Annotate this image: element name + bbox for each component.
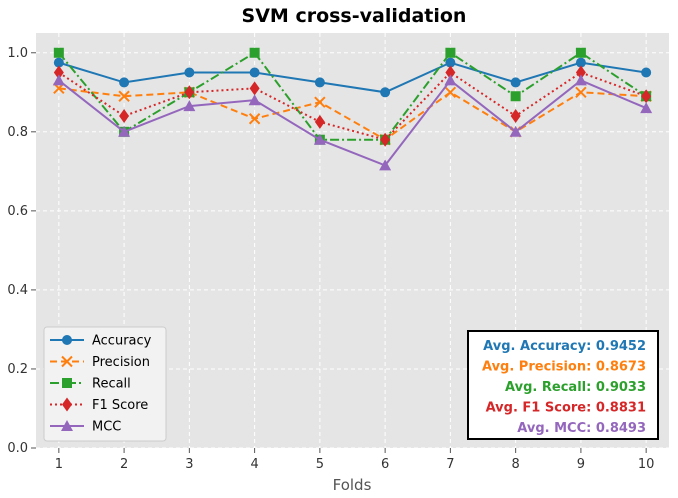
data-point-accuracy [380,87,391,98]
data-point-f1-score [53,65,64,80]
data-point-accuracy [314,77,325,88]
data-point-accuracy [575,57,586,68]
legend: Accuracy Precision Recall F1 Score MCC [43,326,167,442]
series-mcc [52,74,653,171]
data-point-accuracy [53,57,64,68]
stats-line: Avg. Precision: 0.8673 [482,360,646,375]
x-tick-label: 4 [250,457,258,472]
series-line-mcc [58,79,647,167]
data-point-mcc [313,133,326,145]
data-point-f1-score [249,81,260,96]
stats-box-frame [467,330,659,440]
x-tick-label: 2 [120,457,128,472]
legend-marker-precision [61,355,73,368]
data-point-mcc [248,94,261,106]
data-point-f1-score [184,85,195,100]
data-point-precision [444,86,457,98]
data-point-f1-score [575,65,586,80]
data-point-accuracy [249,67,260,78]
series-f1-score [53,65,652,147]
stats-box: Avg. Accuracy: 0.9452 Avg. Precision: 0.8… [467,330,659,440]
y-tick-label: 0.2 [7,362,28,377]
data-point-recall [53,47,64,58]
data-point-mcc [183,100,196,112]
data-point-accuracy [641,67,652,78]
x-tick-label: 9 [577,457,585,472]
y-tick-label: 0.4 [7,283,28,298]
stats-line: Avg. MCC: 0.8493 [517,421,646,436]
data-point-precision [248,113,261,125]
stats-line: Avg. Recall: 0.9033 [505,380,646,395]
series-accuracy [53,57,652,98]
stats-line: Avg. F1 Score: 0.8831 [486,401,646,416]
y-tick-label: 0.6 [7,204,28,219]
data-point-mcc [444,74,457,86]
series-line-f1-score [58,71,647,141]
data-point-mcc [509,125,522,137]
series-line-accuracy [58,61,647,94]
chart-title: SVM cross-validation [242,5,467,27]
data-point-precision [118,90,130,102]
data-point-f1-score [119,109,130,123]
data-point-mcc [640,102,653,114]
data-point-precision [314,96,326,108]
legend-label-recall: Recall [92,377,131,392]
legend-marker-accuracy [62,335,72,345]
data-point-f1-score [641,89,652,104]
x-tick-label: 10 [638,457,655,472]
x-tick-label: 7 [446,457,454,472]
x-tick-label: 5 [316,457,324,472]
data-point-f1-score [380,132,391,147]
data-point-accuracy [119,77,130,88]
legend-label-mcc: MCC [92,420,121,435]
legend-label-precision: Precision [92,355,150,370]
data-point-mcc [118,125,131,137]
x-tick-label: 1 [55,457,63,472]
x-tick-label: 6 [381,457,389,472]
data-point-recall [575,47,586,58]
data-point-mcc [574,74,587,86]
data-point-recall [510,91,521,102]
data-point-precision [575,86,587,98]
data-point-recall [445,47,456,58]
x-tick-label: 8 [512,457,520,472]
stats-line: Avg. Accuracy: 0.9452 [483,339,646,354]
data-point-accuracy [445,57,456,68]
axes: 0.0 0.2 0.4 0.6 0.8 1.0 1 2 3 4 5 6 7 8 9 10 [7,46,654,472]
series-line-precision [58,87,647,141]
y-tick-label: 0.8 [7,125,28,140]
data-point-accuracy [184,67,195,78]
series-lines [52,47,653,171]
data-point-mcc [379,159,392,171]
legend-label-accuracy: Accuracy [92,334,152,349]
legend-marker-mcc [61,420,73,431]
data-point-mcc [52,74,65,86]
data-point-f1-score [510,109,521,123]
y-tick-label: 0.0 [7,441,28,456]
data-point-recall [249,47,260,58]
data-point-f1-score [445,65,456,80]
legend-marker-recall [62,378,72,388]
legend-frame [43,326,167,442]
data-point-accuracy [510,77,521,88]
legend-marker-f1-score [62,397,72,412]
series-line-recall [58,51,647,141]
legend-label-f1-score: F1 Score [92,398,148,413]
y-tick-label: 1.0 [7,46,28,61]
x-tick-label: 3 [185,457,193,472]
x-axis-label: Folds [333,476,372,494]
data-point-f1-score [314,114,325,129]
